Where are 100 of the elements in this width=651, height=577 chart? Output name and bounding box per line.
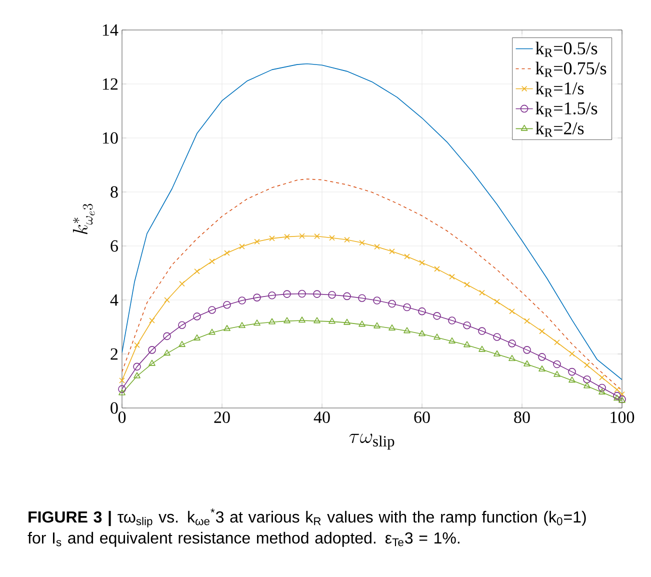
point	[118, 389, 126, 396]
point	[118, 385, 126, 393]
point	[524, 360, 530, 366]
point	[494, 350, 500, 356]
point	[614, 394, 620, 401]
point	[343, 292, 351, 300]
point	[164, 350, 170, 356]
point	[614, 386, 620, 392]
point	[344, 236, 350, 243]
point	[254, 238, 260, 245]
point	[284, 317, 290, 324]
point	[538, 365, 546, 372]
point	[464, 282, 470, 288]
point	[209, 258, 215, 264]
point	[359, 240, 365, 246]
legend-label: k$_{R}$=1/s	[536, 82, 584, 97]
point	[418, 307, 426, 316]
line-series	[122, 178, 622, 391]
point	[328, 290, 336, 299]
point	[208, 306, 216, 314]
point	[329, 235, 335, 241]
point	[268, 318, 276, 324]
point	[119, 378, 125, 384]
point	[539, 328, 545, 334]
point	[328, 318, 336, 324]
point	[178, 321, 186, 329]
point	[479, 290, 485, 296]
legend-label: k$_{R}$=1.5/s	[536, 102, 598, 117]
point	[268, 291, 276, 300]
point	[538, 353, 546, 361]
y-tick-label: 8	[110, 186, 118, 198]
point	[448, 337, 456, 344]
point	[388, 324, 396, 330]
point	[508, 340, 516, 348]
point	[449, 274, 455, 280]
point	[584, 382, 590, 388]
point	[253, 294, 261, 302]
x-tick-label: 100	[610, 412, 634, 423]
point	[374, 322, 380, 328]
legend-label: k$_{R}$=0.75/s	[536, 62, 606, 77]
x-tick-label: 80	[514, 412, 530, 423]
point	[238, 322, 246, 328]
y-tick-label: 12	[102, 78, 118, 90]
point	[434, 266, 440, 272]
point	[134, 342, 140, 348]
point	[298, 316, 306, 323]
x-tick-label: 20	[214, 412, 230, 423]
x-tick-label: 40	[314, 412, 330, 423]
point	[619, 391, 625, 398]
point	[224, 250, 230, 256]
y-tick-label: 10	[102, 132, 118, 144]
y-axis-title: $k^{*}_{\omega_e 3}$	[72, 204, 95, 234]
point	[388, 300, 396, 308]
point	[239, 244, 245, 250]
point	[434, 334, 440, 340]
point	[344, 318, 350, 325]
y-tick-label: 14	[102, 24, 118, 36]
point	[464, 341, 470, 348]
point	[523, 346, 531, 354]
point	[524, 318, 530, 324]
y-tick-label: 6	[110, 240, 118, 252]
legend-label: k$_{R}$=0.5/s	[536, 42, 598, 57]
line-series	[122, 63, 622, 380]
point	[584, 362, 590, 368]
point	[373, 296, 381, 304]
point	[149, 318, 155, 324]
point	[433, 312, 441, 320]
point	[404, 254, 410, 260]
point	[163, 332, 171, 340]
point	[478, 346, 486, 352]
point	[478, 327, 486, 335]
point	[374, 244, 380, 250]
point	[314, 317, 320, 324]
point	[299, 233, 305, 239]
point	[298, 290, 306, 298]
point	[148, 346, 156, 354]
point	[314, 233, 320, 240]
point	[448, 316, 456, 324]
point	[493, 333, 501, 341]
point	[463, 321, 471, 330]
point	[553, 360, 561, 368]
point	[598, 388, 606, 394]
point	[598, 384, 606, 392]
point	[313, 290, 321, 298]
text: FIGURE 3 | τω$_{slip}$ vs. k$_{ωe}$$^{*}$3 at various k$_{R}$ values with the ramp function (k$_{0}$=1) for I$_{s}$ and equivalent resistance method adopted. ε$_{Te}$3 = 1%.	[28, 508, 586, 547]
point	[283, 290, 291, 298]
point	[194, 268, 200, 274]
x-tick-label: 0	[118, 412, 126, 423]
point	[568, 376, 576, 383]
point	[133, 362, 141, 371]
point	[583, 375, 591, 384]
point	[509, 308, 515, 314]
point	[224, 324, 230, 332]
point	[284, 234, 290, 240]
point	[358, 294, 366, 302]
point	[148, 360, 156, 366]
point	[568, 368, 576, 376]
point	[179, 280, 185, 287]
point	[134, 372, 140, 378]
point	[418, 330, 426, 336]
